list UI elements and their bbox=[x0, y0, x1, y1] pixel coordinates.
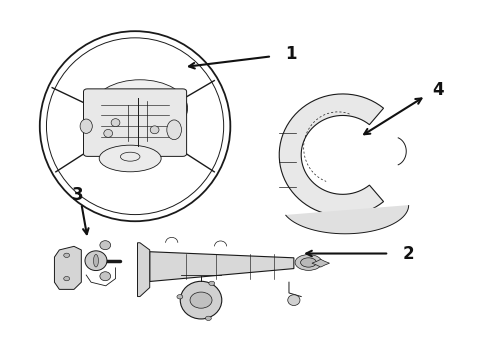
Ellipse shape bbox=[80, 119, 92, 134]
Ellipse shape bbox=[64, 276, 70, 281]
Text: 2: 2 bbox=[403, 244, 415, 262]
Polygon shape bbox=[286, 205, 409, 234]
Ellipse shape bbox=[94, 255, 98, 267]
Ellipse shape bbox=[100, 272, 111, 281]
Text: 3: 3 bbox=[72, 186, 84, 204]
Ellipse shape bbox=[111, 119, 120, 127]
Ellipse shape bbox=[300, 258, 317, 267]
Ellipse shape bbox=[99, 145, 161, 172]
Polygon shape bbox=[312, 259, 330, 267]
Ellipse shape bbox=[205, 316, 211, 320]
Ellipse shape bbox=[104, 130, 113, 137]
Ellipse shape bbox=[167, 120, 181, 140]
Ellipse shape bbox=[177, 294, 183, 299]
Polygon shape bbox=[138, 243, 150, 297]
Ellipse shape bbox=[85, 251, 107, 271]
Text: 1: 1 bbox=[286, 45, 297, 63]
Polygon shape bbox=[54, 246, 81, 289]
Polygon shape bbox=[279, 94, 384, 216]
Polygon shape bbox=[150, 252, 294, 282]
Ellipse shape bbox=[180, 281, 222, 319]
Ellipse shape bbox=[150, 126, 159, 134]
Ellipse shape bbox=[295, 255, 322, 270]
Ellipse shape bbox=[190, 292, 212, 308]
FancyBboxPatch shape bbox=[83, 89, 187, 156]
Ellipse shape bbox=[288, 295, 300, 306]
Text: 4: 4 bbox=[432, 81, 444, 99]
Ellipse shape bbox=[92, 80, 188, 137]
Ellipse shape bbox=[209, 281, 215, 285]
Ellipse shape bbox=[64, 253, 70, 257]
Ellipse shape bbox=[100, 241, 111, 249]
